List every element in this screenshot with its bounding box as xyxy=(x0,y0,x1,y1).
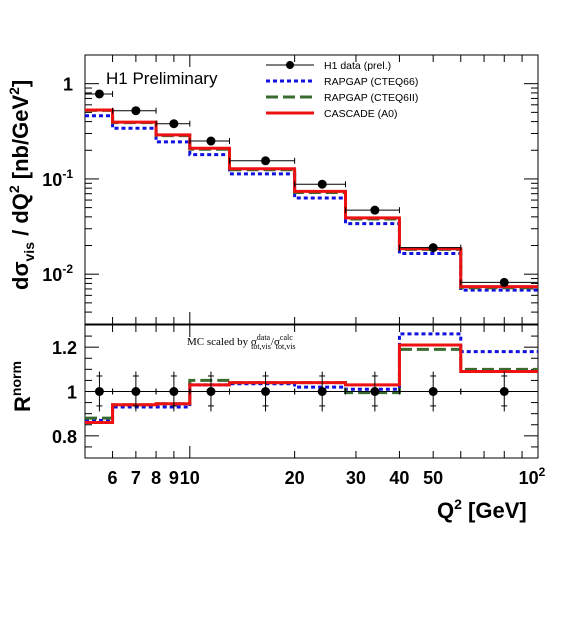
bottom-y-tick-label: 0.8 xyxy=(52,427,77,447)
note-prefix: MC scaled by σ xyxy=(187,336,257,348)
top-y-tick-label: 1 xyxy=(63,75,73,95)
note-sub-data: tot,vis xyxy=(251,342,271,351)
x-axis-title: Q2 [GeV] xyxy=(437,496,527,523)
top-data-point xyxy=(317,179,327,189)
top-panel-frame xyxy=(84,54,539,325)
top-data-point xyxy=(206,136,216,146)
x-tick-label: 30 xyxy=(346,468,366,488)
x-tick-label: 7 xyxy=(131,468,141,488)
note-sup-calc: calc xyxy=(280,333,293,342)
legend-label-rapgap-cteq6ii: RAPGAP (CTEQ6II) xyxy=(324,92,418,104)
x-tick-label: 9 xyxy=(169,468,179,488)
top-data-point xyxy=(370,205,380,215)
x-tick-labels: 6 7 8 9 10 20 30 40 50 102 xyxy=(108,465,546,488)
bottom-series-group xyxy=(85,332,538,425)
note-slash: /σ xyxy=(271,336,280,348)
top-data-point xyxy=(131,106,141,116)
top-y-tick-label: 10-1 xyxy=(42,167,73,190)
legend-label-cascade: CASCADE (A0) xyxy=(324,108,398,120)
legend: H1 data (prel.) RAPGAP (CTEQ66) RAPGAP (… xyxy=(266,60,418,120)
top-data-point xyxy=(169,119,179,129)
x-tick-label: 102 xyxy=(519,465,546,488)
x-tick-label: 20 xyxy=(285,468,305,488)
normalization-note: MC scaled by σdata tot,vis/σcalc tot,vis xyxy=(187,333,296,351)
top-data-point xyxy=(499,277,509,287)
x-tick-label: 10 xyxy=(180,468,200,488)
x-tick-label: 8 xyxy=(151,468,161,488)
legend-entry-data: H1 data (prel.) xyxy=(266,60,391,72)
x-tick-label: 50 xyxy=(423,468,443,488)
legend-data-marker xyxy=(286,61,294,69)
legend-entry-cascade: CASCADE (A0) xyxy=(266,108,398,120)
top-y-tick-label: 10-2 xyxy=(42,262,73,285)
top-series-rapgap-cteq66 xyxy=(85,114,538,292)
top-axis-ticks xyxy=(84,54,539,325)
bottom-y-tick-label: 1.2 xyxy=(52,338,77,358)
legend-label-data: H1 data (prel.) xyxy=(324,60,391,72)
preliminary-label: H1 Preliminary xyxy=(106,69,218,88)
top-y-axis-title: dσvis / dQ2 [nb/GeV2] xyxy=(6,80,37,290)
top-data-point xyxy=(94,89,104,99)
bottom-y-axis-title: Rnorm xyxy=(8,361,35,412)
x-tick-label: 40 xyxy=(389,468,409,488)
legend-entry-rapgap-cteq66: RAPGAP (CTEQ66) xyxy=(266,76,418,88)
bottom-y-tick-label: 1 xyxy=(67,383,77,403)
top-series-cascade-a0 xyxy=(85,108,538,289)
x-tick-label: 6 xyxy=(108,468,118,488)
top-series-group xyxy=(85,108,538,292)
top-y-tick-labels: 1 10-1 10-2 xyxy=(42,75,73,286)
bottom-series-cascade-a0 xyxy=(85,343,538,425)
note-sup-data: data xyxy=(257,333,271,342)
bottom-series-rapgap-cteq66 xyxy=(85,332,538,422)
legend-label-rapgap-cteq66: RAPGAP (CTEQ66) xyxy=(324,76,418,88)
top-data-points xyxy=(84,89,539,287)
legend-entry-rapgap-cteq6ii: RAPGAP (CTEQ6II) xyxy=(266,92,418,104)
top-data-point xyxy=(428,243,438,253)
note-sub-calc: tot,vis xyxy=(276,342,296,351)
bottom-y-tick-labels: 0.8 1 1.2 xyxy=(52,338,77,447)
top-data-point xyxy=(261,156,271,166)
